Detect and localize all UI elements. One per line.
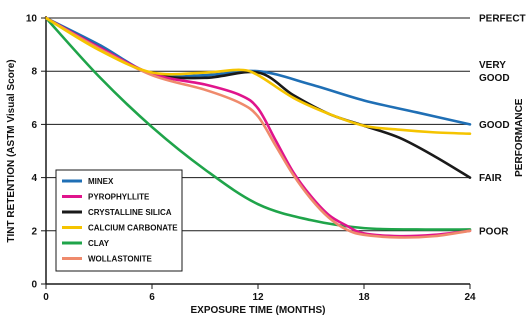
- legend-label-clay: CLAY: [88, 239, 110, 248]
- legend-box: [55, 169, 183, 272]
- legend-label-wollastonite: WOLLASTONITE: [88, 255, 153, 264]
- y-tick-label-6: 6: [31, 120, 37, 131]
- y-tick-label-8: 8: [31, 67, 37, 78]
- x-tick-label-24: 24: [464, 292, 476, 303]
- right-labels-layer: PERFECT VERY GOOD GOOD FAIR POOR: [479, 14, 526, 238]
- x-tick-label-0: 0: [43, 292, 49, 303]
- series-line-calcium-carbonate: [44, 16, 472, 136]
- series-layer: [44, 16, 472, 239]
- legend-label-minex: MINEX: [88, 177, 114, 186]
- series-line-pyrophyllite: [44, 16, 472, 238]
- y-tick-label-10: 10: [26, 14, 38, 25]
- series-line-wollastonite: [44, 16, 472, 239]
- legend-label-calcium-carbonate: CALCIUM CARBONATE: [88, 224, 178, 233]
- legend-label-pyrophyllite: PYROPHYLLITE: [88, 193, 150, 202]
- y-tick-label-0: 0: [31, 280, 37, 291]
- y-tick-label-4: 4: [31, 173, 37, 184]
- series-line-clay: [44, 16, 472, 231]
- series-line-crystalline-silica: [44, 16, 472, 179]
- legend: MINEX PYROPHYLLITE CRYSTALLINE SILICA CALCI…: [55, 169, 183, 272]
- y-tick-label-2: 2: [31, 226, 37, 237]
- performance-label-perfect: PERFECT: [479, 14, 526, 25]
- performance-label-poor: POOR: [479, 226, 509, 237]
- legend-label-crystalline-silica: CRYSTALLINE SILICA: [88, 208, 172, 217]
- y-axis-title: TINT RETENTION (ASTM Visual Score): [6, 59, 17, 242]
- x-tick-label-12: 12: [252, 292, 264, 303]
- x-axis-title: EXPOSURE TIME (MONTHS): [190, 305, 325, 316]
- x-tick-label-18: 18: [358, 292, 370, 303]
- x-tick-label-6: 6: [149, 292, 155, 303]
- right-axis-title: PERFORMANCE: [514, 98, 525, 177]
- performance-label-good: GOOD: [479, 120, 510, 131]
- performance-label-very-good: VERY GOOD: [479, 60, 510, 84]
- series-line-minex: [44, 16, 472, 126]
- performance-label-fair: FAIR: [479, 173, 503, 184]
